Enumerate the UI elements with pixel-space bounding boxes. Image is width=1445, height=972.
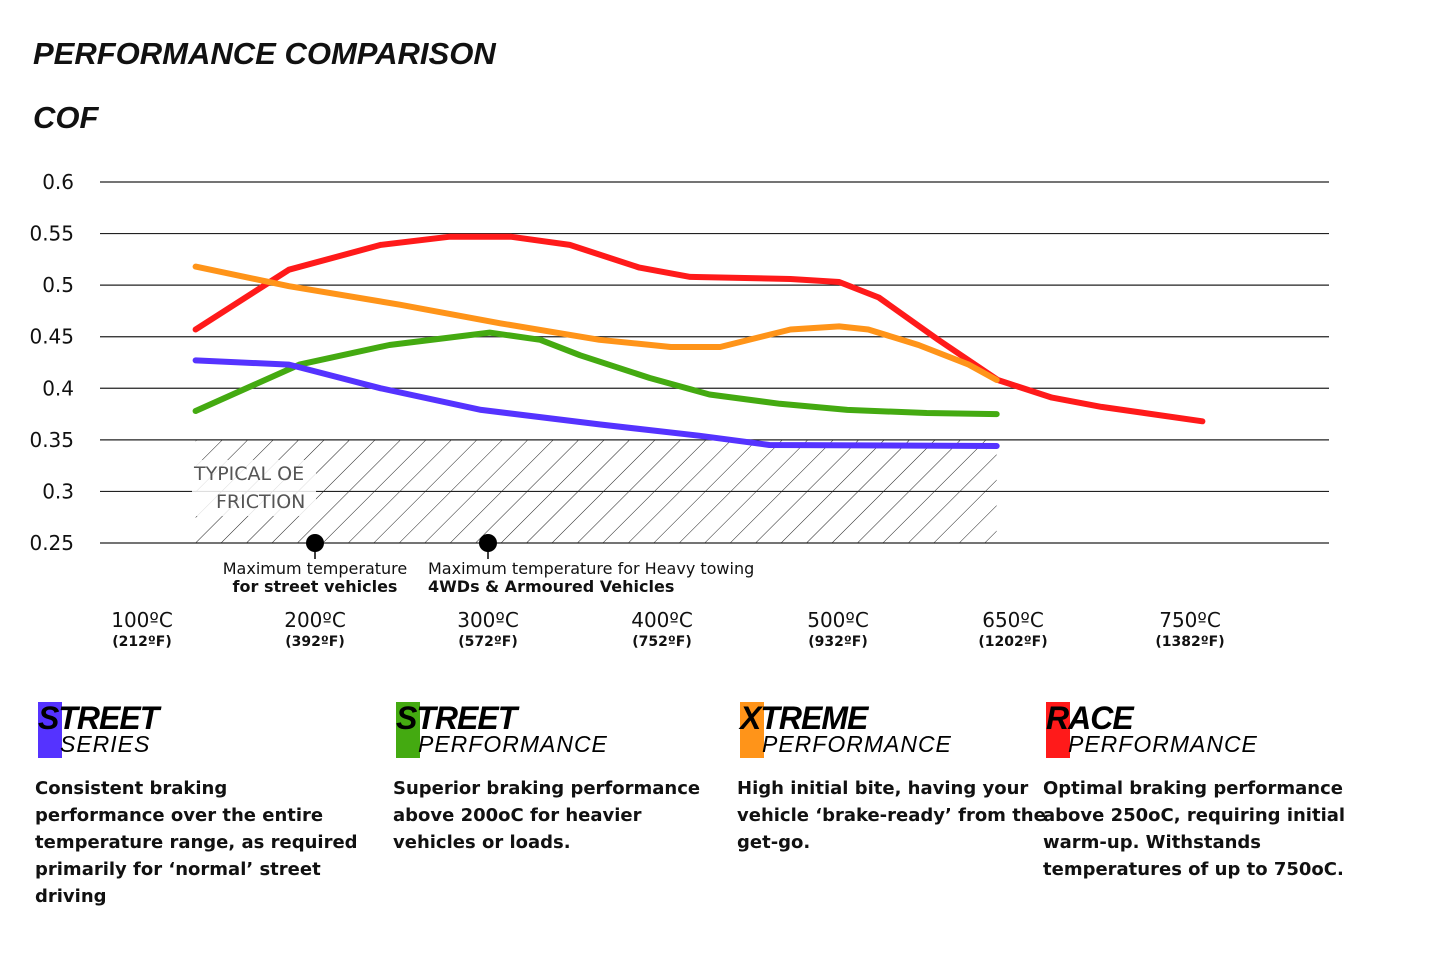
- marker-label: Maximum temperature for Heavy towing: [428, 559, 754, 578]
- logo-swatch: [396, 702, 420, 758]
- logo-line2: PERFORMANCE: [1068, 731, 1258, 757]
- product-description: Optimal braking performance above 250oC,…: [1043, 778, 1346, 880]
- logo-line2: PERFORMANCE: [762, 731, 952, 757]
- product-description: Consistent braking performance over the …: [35, 778, 358, 907]
- x-tick-label: 650ºC: [982, 608, 1044, 632]
- y-tick-label: 0.45: [29, 325, 74, 349]
- logo-swatch: [740, 702, 764, 758]
- x-tick-label: 300ºC: [457, 608, 519, 632]
- product-logo: STREET PERFORMANCE: [396, 700, 608, 758]
- series-line-1: [192, 263, 1000, 383]
- logo-line1: RACE: [1046, 700, 1134, 736]
- x-tick-sublabel: (572ºF): [458, 634, 517, 650]
- region-label: FRICTION: [216, 491, 305, 513]
- y-tick-label: 0.5: [42, 273, 74, 297]
- logo-line2: SERIES: [60, 731, 151, 757]
- y-axis-label: COF: [33, 100, 99, 135]
- series-line-0: [192, 233, 1206, 425]
- marker-label: for street vehicles: [233, 577, 398, 596]
- x-tick-sublabel: (212ºF): [112, 634, 171, 650]
- marker-label: Maximum temperature: [223, 559, 408, 578]
- product-description: Superior braking performance above 200oC…: [393, 778, 701, 853]
- y-tick-label: 0.35: [29, 428, 74, 452]
- y-tick-label: 0.6: [42, 170, 74, 194]
- region-label-bg: [192, 460, 316, 516]
- x-tick-label: 500ºC: [807, 608, 869, 632]
- logo-swatch: [38, 702, 62, 758]
- y-tick-label: 0.25: [29, 531, 74, 555]
- x-tick-sublabel: (932ºF): [808, 634, 867, 650]
- page-title: PERFORMANCE COMPARISON: [33, 36, 496, 71]
- x-tick-label: 200ºC: [284, 608, 346, 632]
- product-logo: XTREME PERFORMANCE: [740, 700, 952, 758]
- x-tick-label: 400ºC: [631, 608, 693, 632]
- x-tick-label: 750ºC: [1159, 608, 1221, 632]
- typical-oe-friction-region: [195, 439, 997, 543]
- y-tick-label: 0.3: [42, 479, 74, 503]
- marker-label: 4WDs & Armoured Vehicles: [428, 577, 674, 596]
- logo-line1: XTREME: [740, 700, 868, 736]
- logo-line1: STREET: [396, 700, 517, 736]
- x-tick-sublabel: (752ºF): [632, 634, 691, 650]
- cof-chart: 0.6 0.55 0.5 0.45 0.4 0.35 0.3 0.25 TYPICAL OE F…: [29, 170, 1329, 650]
- logo-line2: PERFORMANCE: [418, 731, 608, 757]
- logo-swatch: [1046, 702, 1070, 758]
- y-tick-label: 0.55: [29, 222, 74, 246]
- product-description: High initial bite, having your vehicle ‘…: [737, 778, 1046, 853]
- x-tick-sublabel: (392ºF): [285, 634, 344, 650]
- x-tick-sublabel: (1202ºF): [978, 634, 1047, 650]
- product-logo: RACE PERFORMANCE: [1046, 700, 1258, 758]
- x-tick-sublabel: (1382ºF): [1155, 634, 1224, 650]
- series-line-2: [192, 329, 1000, 418]
- region-label: TYPICAL OE: [193, 463, 304, 485]
- series-line-3: [192, 357, 1000, 449]
- x-tick-label: 100ºC: [111, 608, 173, 632]
- y-tick-label: 0.4: [42, 376, 74, 400]
- logo-line1: STREET: [38, 700, 159, 736]
- product-logo: STREET SERIES: [38, 700, 159, 758]
